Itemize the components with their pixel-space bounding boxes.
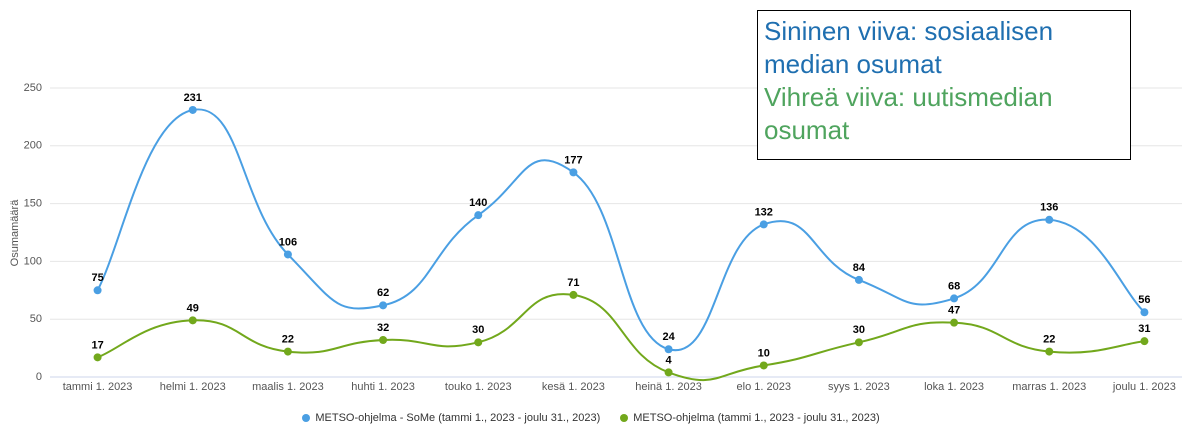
- data-label: 136: [1040, 202, 1058, 214]
- data-label: 75: [91, 272, 103, 284]
- x-tick-label: maalis 1. 2023: [252, 381, 324, 393]
- data-point: [569, 290, 578, 299]
- x-tick-label: syys 1. 2023: [828, 381, 890, 393]
- annotation-line: Vihreä viiva: uutismedian osumat: [764, 82, 1053, 145]
- data-label: 32: [377, 322, 389, 334]
- data-label: 22: [282, 333, 294, 345]
- data-label: 84: [853, 262, 866, 274]
- y-tick-label: 100: [24, 255, 42, 267]
- data-point: [283, 250, 292, 259]
- x-tick-label: kesä 1. 2023: [542, 381, 605, 393]
- data-point: [283, 347, 292, 356]
- data-point: [759, 361, 768, 370]
- x-tick-label: heinä 1. 2023: [635, 381, 702, 393]
- data-point: [950, 294, 959, 303]
- y-tick-label: 0: [36, 371, 42, 383]
- x-tick-label: joulu 1. 2023: [1112, 381, 1176, 393]
- annotation-box: Sininen viiva: sosiaalisen median osumat…: [757, 10, 1131, 160]
- data-point: [854, 338, 863, 347]
- legend: METSO-ohjelma - SoMe (tammi 1., 2023 - j…: [0, 412, 1182, 424]
- legend-marker: [620, 414, 629, 422]
- y-tick-label: 150: [24, 198, 42, 210]
- data-label: 68: [948, 280, 960, 292]
- data-point: [1045, 215, 1054, 224]
- data-point: [664, 368, 673, 377]
- data-label: 106: [279, 236, 297, 248]
- legend-label: METSO-ohjelma (tammi 1., 2023 - joulu 31…: [633, 412, 880, 424]
- y-tick-label: 50: [30, 313, 42, 325]
- data-label: 17: [91, 339, 103, 351]
- data-point: [664, 345, 673, 354]
- x-tick-label: tammi 1. 2023: [63, 381, 133, 393]
- x-tick-label: huhti 1. 2023: [351, 381, 415, 393]
- data-point: [188, 105, 197, 114]
- data-point: [1140, 308, 1149, 317]
- data-point: [854, 275, 863, 284]
- data-point: [569, 168, 578, 177]
- data-point: [188, 316, 197, 325]
- data-point: [474, 211, 483, 220]
- data-label: 132: [755, 206, 773, 218]
- data-point: [93, 286, 102, 295]
- data-label: 140: [469, 197, 487, 209]
- data-label: 30: [472, 324, 484, 336]
- annotation-line: Sininen viiva: sosiaalisen median osumat: [764, 16, 1054, 79]
- data-label: 49: [187, 302, 199, 314]
- x-tick-label: helmi 1. 2023: [160, 381, 226, 393]
- y-axis-title: Osumamäärä: [9, 199, 21, 267]
- legend-marker: [302, 414, 311, 422]
- data-point: [474, 338, 483, 347]
- data-label: 31: [1138, 323, 1150, 335]
- data-point: [379, 336, 388, 345]
- x-tick-label: marras 1. 2023: [1012, 381, 1086, 393]
- data-label: 30: [853, 324, 865, 336]
- data-point: [379, 301, 388, 310]
- y-tick-label: 200: [24, 140, 42, 152]
- data-point: [950, 318, 959, 327]
- data-point: [93, 353, 102, 362]
- x-tick-label: touko 1. 2023: [445, 381, 512, 393]
- x-tick-label: elo 1. 2023: [737, 381, 791, 393]
- series-line: [97, 293, 1145, 381]
- legend-item[interactable]: METSO-ohjelma - SoMe (tammi 1., 2023 - j…: [302, 412, 600, 424]
- data-label: 56: [1138, 294, 1150, 306]
- data-point: [759, 220, 768, 229]
- legend-item[interactable]: METSO-ohjelma (tammi 1., 2023 - joulu 31…: [620, 412, 880, 424]
- data-label: 10: [758, 347, 770, 359]
- data-label: 177: [564, 154, 582, 166]
- y-tick-label: 250: [24, 82, 42, 94]
- data-point: [1045, 347, 1054, 356]
- data-point: [1140, 337, 1149, 346]
- data-label: 24: [662, 331, 675, 343]
- data-label: 47: [948, 305, 960, 317]
- data-label: 4: [666, 354, 673, 366]
- data-label: 71: [567, 277, 579, 289]
- x-tick-label: loka 1. 2023: [924, 381, 984, 393]
- data-label: 62: [377, 287, 389, 299]
- data-label: 231: [184, 92, 202, 104]
- legend-label: METSO-ohjelma - SoMe (tammi 1., 2023 - j…: [315, 412, 601, 424]
- data-label: 22: [1043, 333, 1055, 345]
